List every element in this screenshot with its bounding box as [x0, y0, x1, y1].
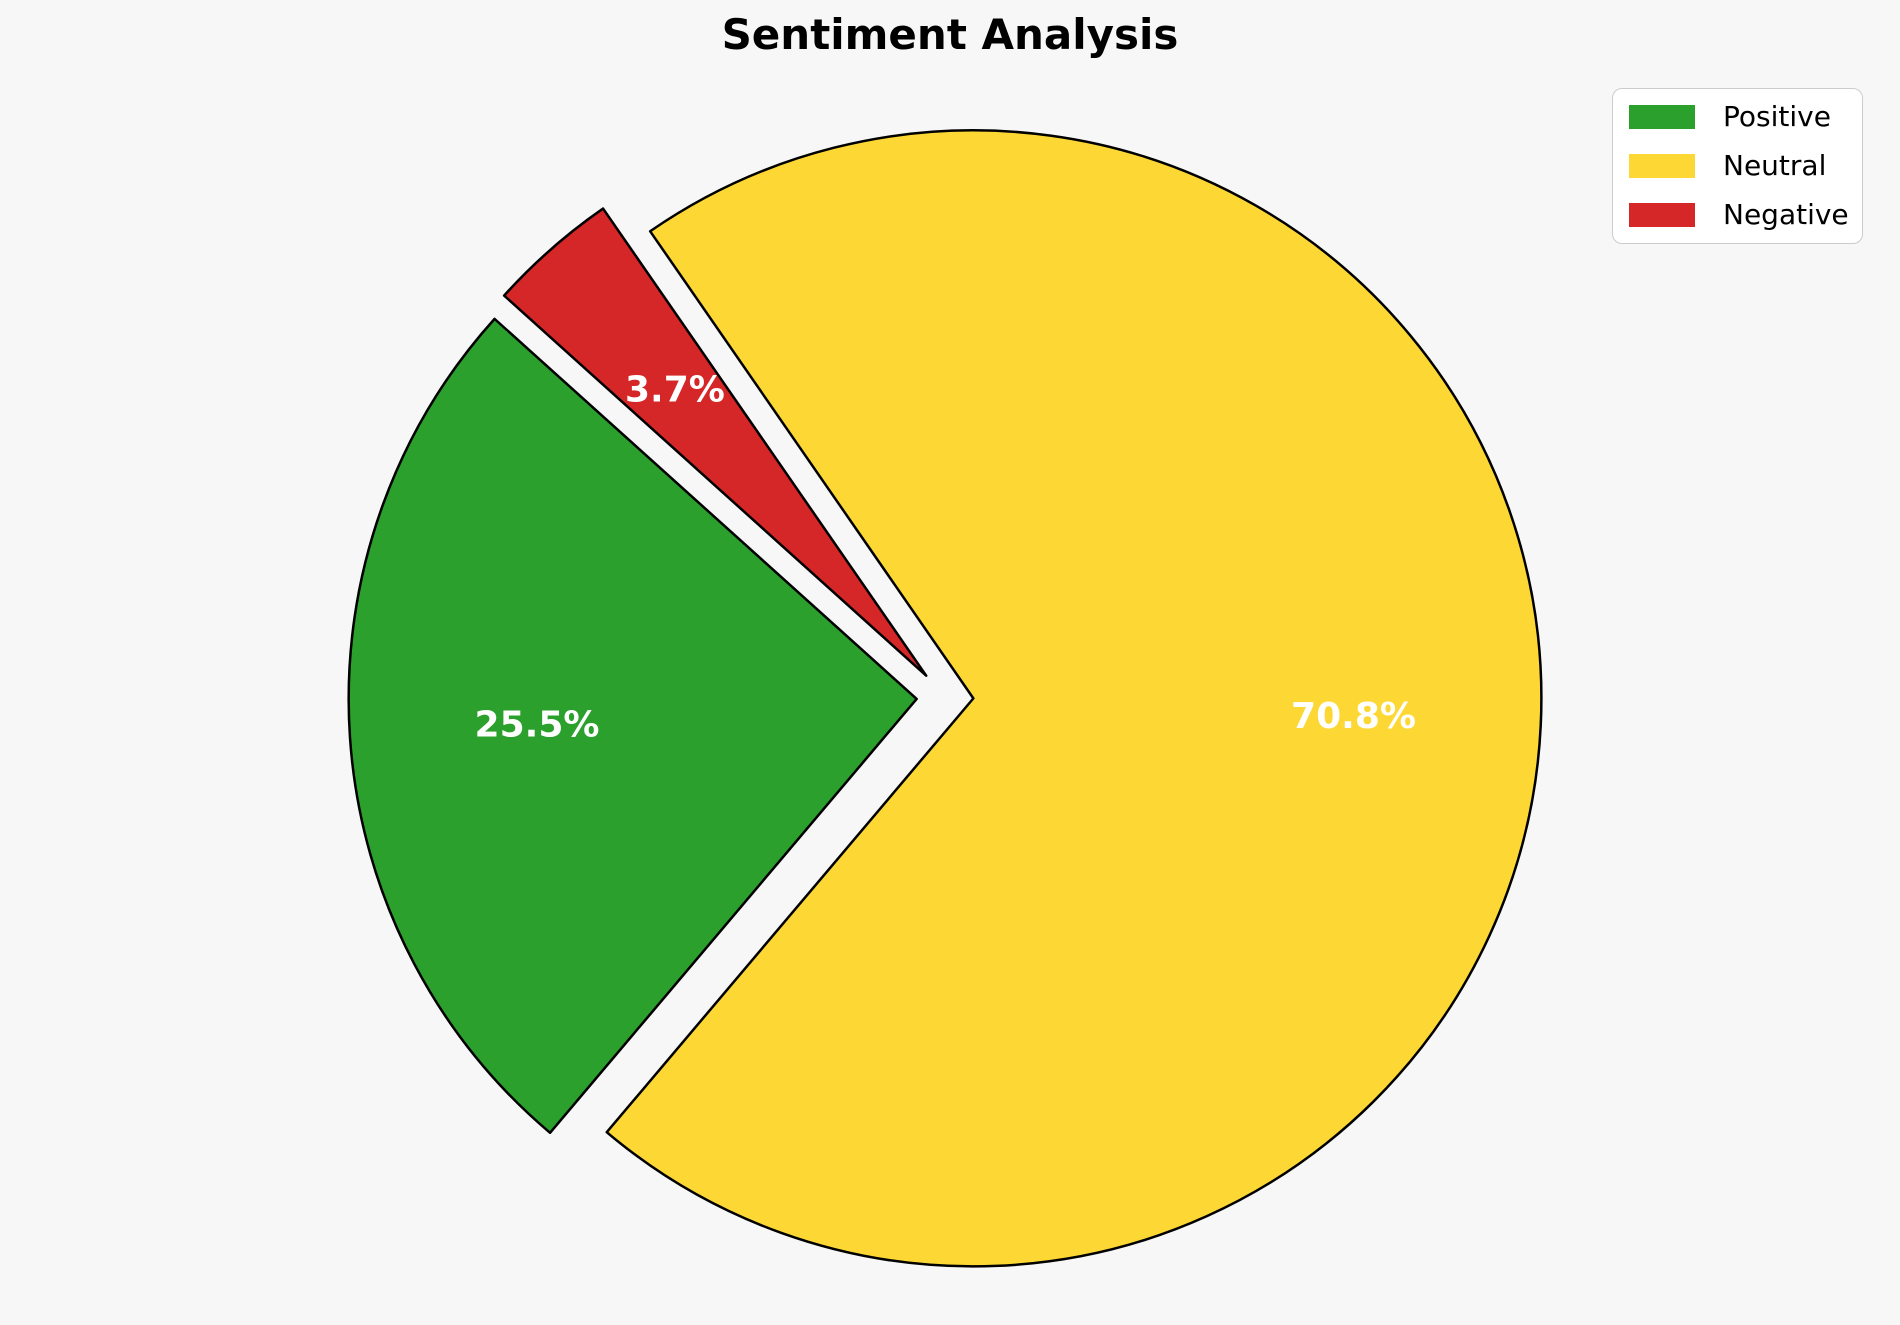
legend-item-negative: Negative [1629, 198, 1849, 231]
pct-label-neutral: 70.8% [1291, 696, 1416, 737]
legend: Positive Neutral Negative [1612, 88, 1863, 244]
legend-label-positive: Positive [1723, 100, 1831, 133]
wedge-neutral [605, 129, 1543, 1268]
legend-swatch-positive [1629, 105, 1695, 129]
legend-label-neutral: Neutral [1723, 149, 1827, 182]
chart-title: Sentiment Analysis [721, 10, 1179, 59]
pct-label-negative: 3.7% [625, 370, 725, 411]
wedge-positive [347, 317, 918, 1135]
legend-swatch-negative [1629, 203, 1695, 227]
legend-swatch-neutral [1629, 154, 1695, 178]
wedge-negative [502, 207, 928, 677]
legend-label-negative: Negative [1723, 198, 1849, 231]
legend-item-positive: Positive [1629, 103, 1846, 131]
legend-item-neutral: Neutral [1629, 152, 1846, 180]
pct-label-positive: 25.5% [475, 704, 600, 745]
